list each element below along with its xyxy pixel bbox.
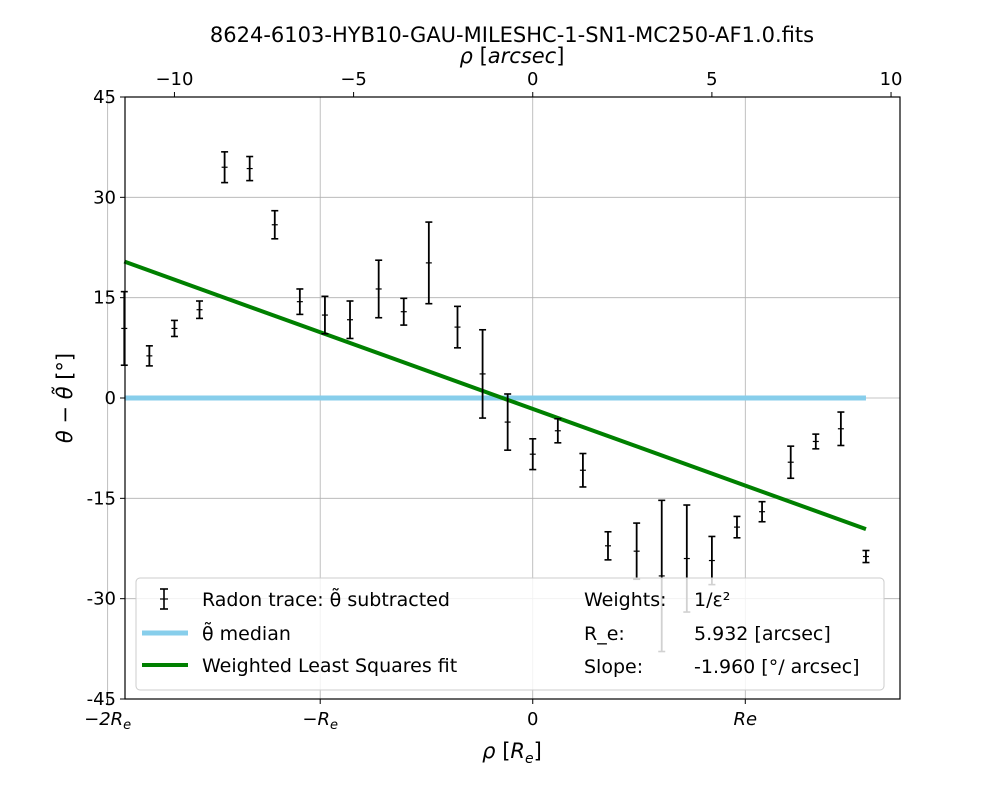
data-point (733, 515, 741, 539)
svg-text:θ − θ̃ [°]: θ − θ̃ [°] (50, 353, 77, 443)
data-point (400, 297, 408, 326)
y-tick-label: 45 (93, 87, 116, 108)
data-point (296, 288, 304, 316)
legend-slope-value: -1.960 [°/ arcsec] (694, 656, 860, 678)
legend-weights-value: 1/ε² (694, 589, 730, 611)
data-point (346, 300, 354, 340)
x-tick-label: −2Re (84, 709, 131, 733)
axis-ticks: 45 30 15 0 -15 -30 -45−2Re −Re 0 Re −10 −5 0 5 10 (84, 69, 902, 733)
legend-re-value: 5.932 [arcsec] (694, 623, 831, 645)
data-point (375, 259, 383, 319)
legend-weights-label: Weights: (584, 589, 667, 611)
series-layer (120, 151, 870, 653)
x-top-tick-label: −10 (155, 69, 193, 90)
plot-frame (124, 96, 901, 700)
data-point (454, 305, 462, 349)
data-point (221, 151, 229, 184)
data-point (812, 433, 820, 450)
y-tick-label: -30 (87, 589, 116, 610)
legend-box (135, 577, 885, 691)
x-axis-top-title: ρ [arcsec] (460, 44, 565, 68)
data-point (425, 221, 433, 305)
data-point (758, 500, 766, 523)
x-tick-label: Re (733, 709, 757, 730)
data-point (579, 452, 587, 488)
y-tick-label: -15 (87, 488, 116, 509)
data-point (170, 319, 178, 338)
legend-errorbar-label: Radon trace: θ̃ subtracted (202, 586, 450, 611)
data-point (271, 209, 279, 240)
legend-fit-label: Weighted Least Squares fit (202, 655, 457, 677)
data-point (862, 549, 870, 564)
x-top-tick-label: −5 (340, 69, 367, 90)
x-top-tick-label: 10 (880, 69, 903, 90)
legend-slope-label: Slope: (584, 656, 643, 678)
data-point (504, 393, 512, 451)
chart-title: 8624-6103-HYB10-GAU-MILESHC-1-SN1-MC250-… (210, 23, 814, 47)
x-tick-label: −Re (302, 709, 338, 733)
legend-median-label: θ̃ median (202, 620, 291, 645)
data-point (837, 411, 845, 447)
data-point (787, 445, 795, 480)
x-tick-label: 0 (527, 709, 538, 730)
x-axis-title: ρ [Re] (482, 739, 542, 767)
x-top-tick-label: 5 (706, 69, 717, 90)
y-tick-label: 0 (105, 388, 116, 409)
data-point (246, 155, 254, 182)
data-point (604, 530, 612, 561)
data-point (554, 417, 562, 444)
y-axis-title: θ − θ̃ [°] (50, 353, 77, 443)
y-tick-label: 30 (93, 187, 116, 208)
legend: Radon trace: θ̃ subtracted θ̃ median Wei… (135, 577, 885, 691)
data-point (120, 290, 128, 367)
data-point (321, 295, 329, 335)
y-tick-label: 15 (93, 288, 116, 309)
data-point (145, 345, 153, 367)
x-top-tick-label: 0 (527, 69, 538, 90)
legend-re-label: R_e: (584, 623, 625, 645)
fit-line (123, 259, 867, 531)
legend-errorbar-marker (160, 588, 168, 610)
y-tick-label: -45 (87, 689, 116, 710)
data-point (479, 328, 487, 419)
data-point (196, 300, 204, 320)
data-point (529, 438, 537, 471)
